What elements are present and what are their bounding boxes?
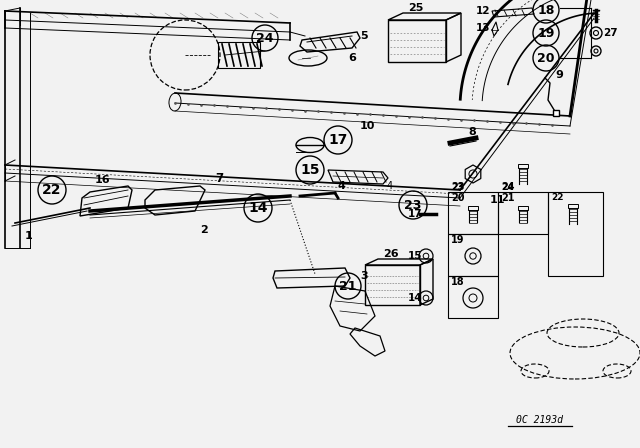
Bar <box>548 192 603 276</box>
Text: 11: 11 <box>490 195 506 205</box>
Text: 21: 21 <box>501 193 515 203</box>
Text: 25: 25 <box>408 3 424 13</box>
Bar <box>498 192 548 234</box>
Bar <box>448 192 498 234</box>
Text: 22: 22 <box>551 193 563 202</box>
Text: 0C 2193d: 0C 2193d <box>516 415 563 425</box>
Text: 5: 5 <box>360 31 367 41</box>
Text: 21: 21 <box>339 280 356 293</box>
Text: 7: 7 <box>215 172 223 185</box>
Text: 19: 19 <box>451 235 465 245</box>
Text: 26: 26 <box>383 249 399 259</box>
Text: 14: 14 <box>248 201 268 215</box>
Text: 23: 23 <box>404 198 422 211</box>
Text: 17: 17 <box>408 209 422 219</box>
Text: 23: 23 <box>451 182 465 192</box>
Text: 23: 23 <box>451 182 463 191</box>
Text: 15: 15 <box>408 251 422 261</box>
Text: 15: 15 <box>300 163 320 177</box>
Text: 24: 24 <box>501 182 514 191</box>
Text: 22: 22 <box>42 183 61 197</box>
Text: 2: 2 <box>200 225 208 235</box>
Bar <box>448 234 498 276</box>
Text: 4: 4 <box>387 181 393 191</box>
Text: 8: 8 <box>468 127 476 137</box>
Text: 9: 9 <box>555 70 563 80</box>
Text: 6: 6 <box>348 53 356 63</box>
Text: 3: 3 <box>360 271 367 281</box>
Text: 16: 16 <box>95 175 111 185</box>
Text: 20: 20 <box>537 52 555 65</box>
Text: 12: 12 <box>476 6 490 16</box>
Text: 1: 1 <box>25 231 33 241</box>
Text: 13: 13 <box>476 23 490 33</box>
Text: 24: 24 <box>501 182 515 192</box>
Text: 14: 14 <box>408 293 422 303</box>
Text: 20: 20 <box>451 193 465 203</box>
Text: 27: 27 <box>603 28 618 38</box>
Text: 24: 24 <box>256 31 274 44</box>
Text: 4: 4 <box>338 181 346 191</box>
Text: 19: 19 <box>538 26 555 39</box>
Bar <box>448 276 498 318</box>
Text: 17: 17 <box>328 133 348 147</box>
Text: 10: 10 <box>360 121 376 131</box>
Text: 18: 18 <box>538 4 555 17</box>
Text: 18: 18 <box>451 277 465 287</box>
